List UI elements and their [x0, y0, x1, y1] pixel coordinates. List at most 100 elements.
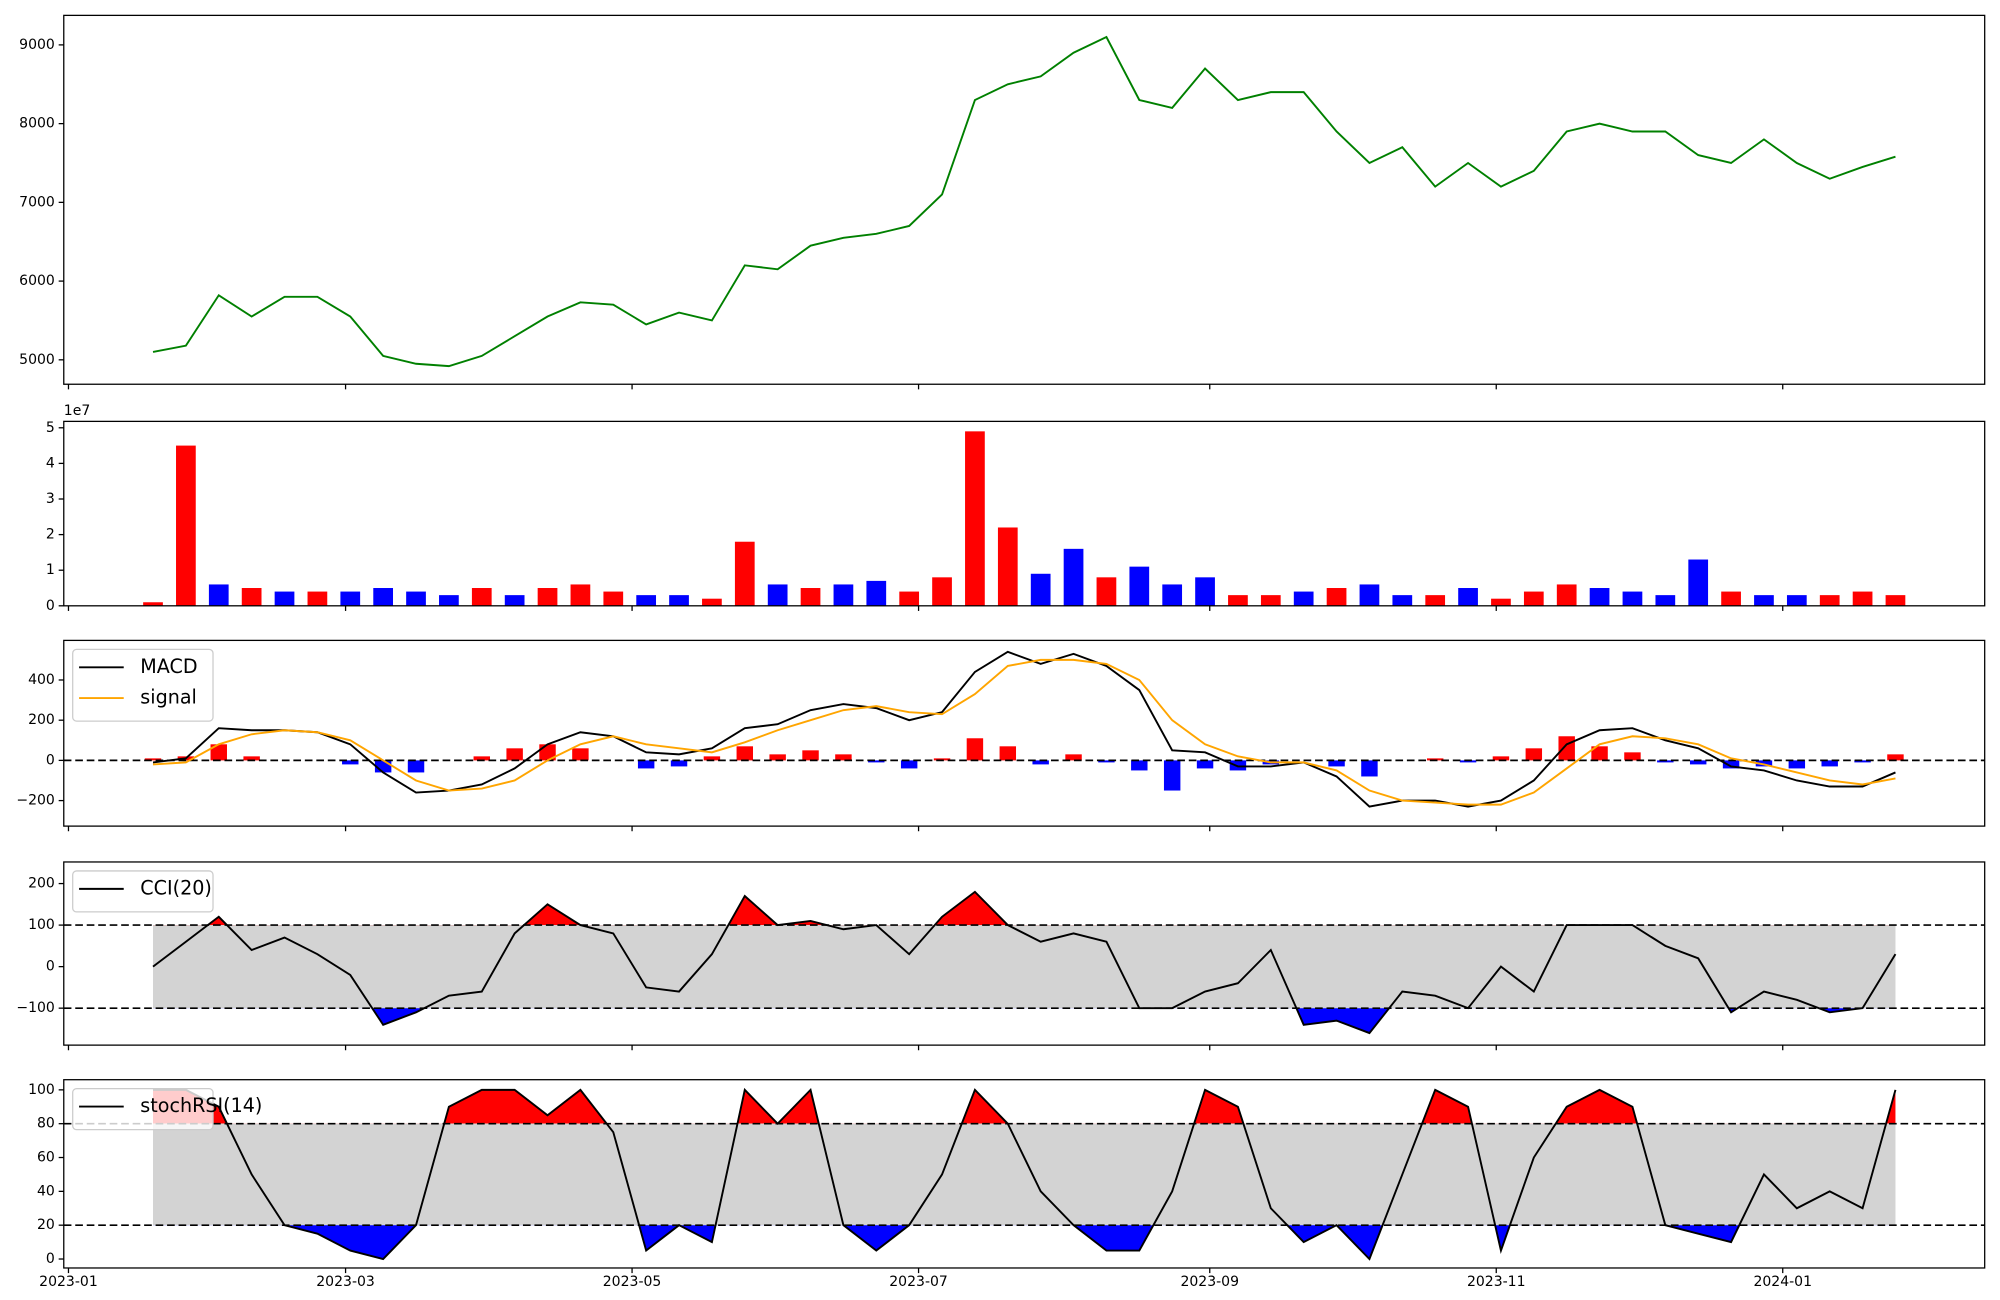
volume-bar [1392, 595, 1413, 606]
volume-bar [1688, 559, 1709, 606]
axis-offset-label: 1e7 [64, 403, 90, 419]
volume-bar [1458, 588, 1478, 606]
y-tick-label: 5000 [19, 352, 55, 368]
volume-bar [1622, 591, 1643, 606]
panel-frame [63, 420, 1986, 607]
volume-bar [1786, 595, 1807, 606]
legend-label: CCI(20) [140, 876, 212, 899]
x-tick-label: 2023-11 [1467, 1274, 1526, 1290]
volume-bar [471, 588, 492, 606]
histogram-bar [1722, 760, 1740, 769]
volume-bar [143, 602, 163, 606]
legend-label: stochRSI(14) [140, 1094, 262, 1117]
volume-bar [406, 591, 426, 606]
volume-bar [176, 445, 196, 606]
volume-bar [1721, 591, 1741, 606]
y-tick-label: 5 [46, 420, 55, 436]
y-tick-label: 8000 [19, 116, 55, 132]
y-tick-label: 200 [28, 712, 55, 728]
histogram-bar [1591, 746, 1608, 761]
indicator-line [152, 890, 1897, 1035]
price-line [152, 35, 1896, 368]
x-tick-label: 2024-01 [1753, 1274, 1812, 1290]
volume-bar [734, 541, 755, 606]
volume-bar [1162, 584, 1183, 606]
histogram-bar [637, 760, 655, 769]
histogram-bar [999, 746, 1017, 761]
x-tick-label: 2023-05 [603, 1274, 662, 1290]
y-tick-label: 9000 [19, 37, 55, 53]
y-tick-label: 200 [28, 876, 55, 892]
y-tick-label: 20 [37, 1217, 55, 1233]
volume-bar [702, 598, 722, 606]
y-tick-label: 0 [46, 959, 55, 975]
volume-bar [1655, 595, 1676, 606]
volume-bar [1852, 591, 1873, 606]
y-tick-label: 0 [46, 598, 55, 614]
histogram-bar [473, 756, 490, 761]
histogram-bar [572, 748, 589, 761]
histogram-bar [868, 760, 885, 763]
volume-bar [636, 595, 657, 606]
histogram-bar [769, 754, 786, 761]
panel-frame [63, 1079, 1986, 1269]
legend-label: MACD [140, 655, 197, 678]
y-tick-label: −200 [16, 793, 55, 809]
volume-bar [1491, 598, 1511, 606]
volume-bar [1293, 591, 1314, 606]
y-tick-label: 4 [46, 455, 55, 471]
volume-bar [340, 591, 361, 606]
histogram-bar [802, 750, 819, 761]
histogram-bar [1755, 760, 1773, 767]
y-tick-label: −100 [16, 1000, 55, 1016]
histogram-bar [506, 748, 523, 761]
volume-bar [1523, 591, 1544, 606]
volume-bar [1589, 588, 1610, 606]
volume-bar [307, 591, 328, 606]
y-tick-label: 0 [46, 1251, 55, 1267]
y-tick-label: 2 [46, 527, 55, 543]
volume-bar [1425, 595, 1446, 606]
volume-bar [1260, 595, 1281, 606]
histogram-bar [736, 746, 754, 761]
oversold-fill [153, 1225, 1896, 1260]
volume-bar [537, 588, 558, 606]
x-tick-label: 2023-01 [39, 1274, 98, 1290]
indicator-line [153, 1087, 1897, 1261]
volume-bar [669, 595, 689, 606]
x-tick-label: 2023-07 [889, 1274, 948, 1290]
volume-bar [965, 431, 985, 606]
volume-bar [1885, 595, 1906, 606]
panel-frame [63, 861, 1986, 1046]
y-tick-label: 0 [46, 752, 55, 768]
histogram-bar [670, 760, 688, 767]
volume-bar [274, 591, 295, 606]
neutral-band [153, 925, 1896, 1009]
volume-bar [208, 584, 229, 606]
volume-bar [241, 588, 262, 606]
histogram-bar [1426, 758, 1444, 761]
y-tick-label: 6000 [19, 273, 55, 289]
histogram-bar [933, 758, 951, 761]
histogram-bar [1657, 760, 1674, 763]
volume-bar [439, 595, 459, 606]
histogram-bar [407, 760, 425, 773]
histogram-bar [1361, 760, 1378, 777]
neutral-band [153, 1123, 1896, 1226]
volume-bar [1228, 595, 1248, 606]
y-tick-label: 100 [28, 917, 55, 933]
volume-bar [899, 591, 920, 606]
legend-label: signal [140, 686, 197, 709]
volume-bar [373, 588, 394, 606]
volume-bar [1326, 588, 1347, 606]
histogram-bar [1032, 760, 1049, 765]
histogram-bar [1459, 760, 1477, 763]
histogram-bar [1689, 760, 1707, 765]
y-tick-label: 40 [37, 1183, 55, 1199]
overbought-fill [153, 1089, 1896, 1124]
volume-bar [1129, 566, 1150, 606]
histogram-bar [1098, 760, 1115, 763]
histogram-bar [210, 744, 227, 761]
volume-bar [866, 580, 887, 606]
histogram-bar [1131, 760, 1148, 771]
